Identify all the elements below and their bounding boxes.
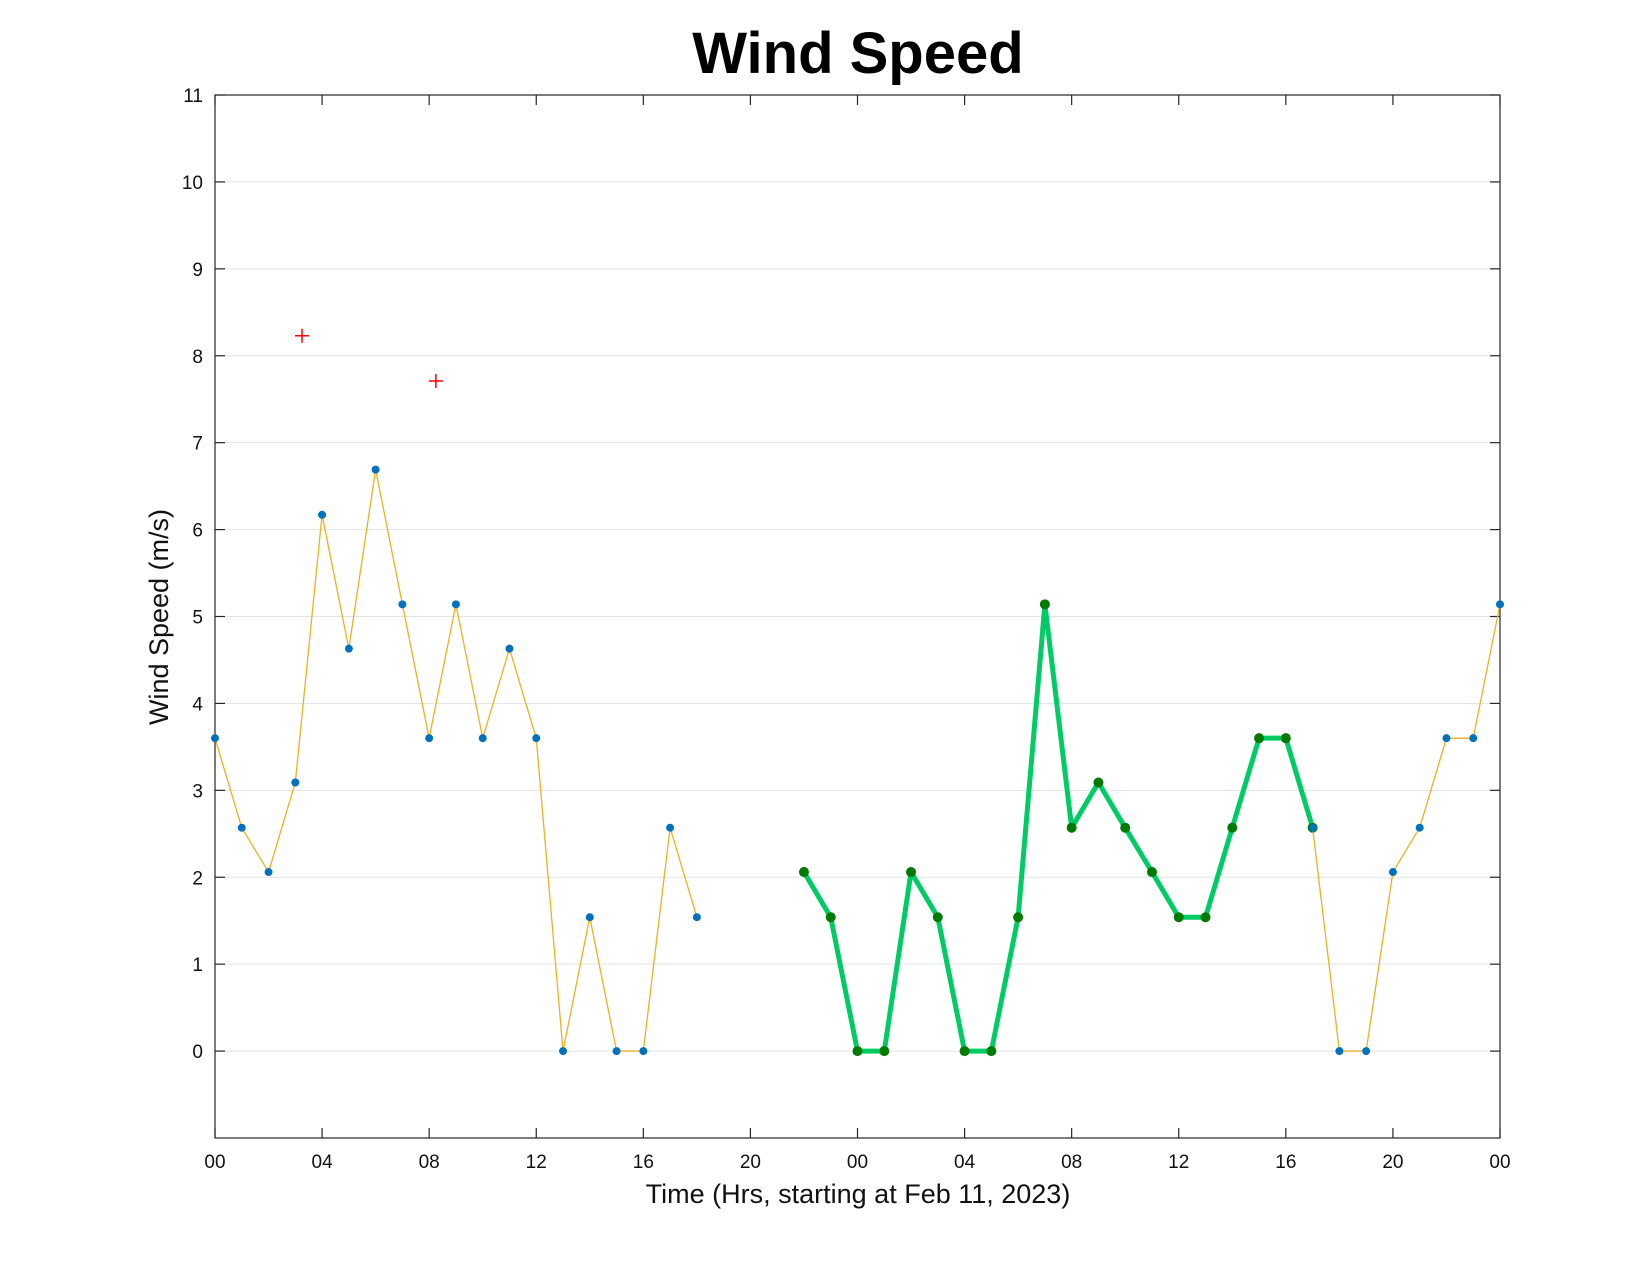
data-point (318, 510, 327, 519)
y-tick-label: 3 (192, 781, 203, 802)
data-point (959, 1046, 970, 1057)
data-point (344, 644, 353, 653)
x-axis-label: Time (Hrs, starting at Feb 11, 2023) (646, 1179, 1071, 1209)
data-point (559, 1047, 568, 1056)
data-point (932, 912, 943, 923)
y-axis-label: Wind Speed (m/s) (144, 509, 174, 725)
x-tick-label: 00 (204, 1152, 225, 1173)
y-tick-label: 0 (192, 1042, 203, 1063)
gridlines (215, 94, 1500, 1052)
data-point (1308, 823, 1317, 832)
data-point (639, 1047, 648, 1056)
data-point (1280, 733, 1291, 744)
chart-title: Wind Speed (692, 21, 1023, 86)
data-point (692, 913, 701, 922)
data-point (425, 734, 434, 743)
series-3 (295, 328, 443, 388)
data-point (1200, 912, 1211, 923)
data-point (1496, 600, 1504, 609)
data-point (825, 912, 836, 923)
data-point (237, 823, 246, 832)
y-tick-label: 4 (192, 694, 203, 715)
data-point (532, 734, 541, 743)
outlier-plus-marker (295, 328, 310, 343)
x-tick-label: 04 (954, 1152, 976, 1173)
series-line (801, 601, 1315, 1054)
data-point (1469, 734, 1478, 743)
data-point (585, 913, 594, 922)
x-tick-label: 12 (1168, 1152, 1189, 1173)
data-point (451, 600, 460, 609)
y-tick-label: 2 (192, 868, 203, 889)
data-point (478, 734, 487, 743)
y-tick-label: 9 (192, 260, 203, 281)
x-tick-label: 20 (1382, 1152, 1403, 1173)
x-tick-label: 04 (312, 1152, 334, 1173)
series-line (1311, 604, 1501, 1052)
data-point (291, 778, 300, 787)
data-point (1254, 733, 1265, 744)
y-tick-label: 10 (182, 173, 203, 194)
data-point (1415, 823, 1424, 832)
data-point (1120, 822, 1131, 833)
x-tick-label: 20 (740, 1152, 761, 1173)
series-0 (211, 465, 701, 1056)
data-point (1362, 1047, 1371, 1056)
data-point (211, 734, 219, 743)
y-tick-label: 6 (192, 521, 203, 542)
data-point (798, 867, 809, 878)
x-tick-label: 12 (526, 1152, 547, 1173)
data-point (852, 1046, 863, 1057)
y-tick-label: 11 (183, 86, 203, 107)
data-point (371, 465, 380, 474)
x-tick-label: 00 (847, 1152, 868, 1173)
data-series (211, 328, 1504, 1057)
y-tick-label: 7 (192, 434, 203, 455)
data-point (879, 1046, 890, 1057)
data-point (264, 868, 273, 877)
y-tick-label: 1 (192, 955, 203, 976)
x-tick-label: 00 (1489, 1152, 1510, 1173)
x-tick-label: 08 (419, 1152, 440, 1173)
x-tick-label: 16 (633, 1152, 654, 1173)
data-point (1442, 734, 1451, 743)
y-tick-label: 8 (192, 347, 203, 368)
data-point (1146, 867, 1157, 878)
data-point (1093, 777, 1104, 788)
x-tick-label: 08 (1061, 1152, 1082, 1173)
outlier-plus-marker (428, 373, 443, 388)
data-point (1388, 868, 1397, 877)
series-2 (1308, 600, 1504, 1056)
y-tick-label: 5 (192, 608, 203, 629)
series-1 (798, 599, 1318, 1057)
data-point (1039, 599, 1050, 610)
data-point (986, 1046, 997, 1057)
data-point (666, 823, 675, 832)
x-tick-label: 16 (1275, 1152, 1296, 1173)
data-point (505, 644, 514, 653)
data-point (1173, 912, 1184, 923)
data-point (612, 1047, 621, 1056)
data-point (398, 600, 407, 609)
data-point (1227, 822, 1238, 833)
data-point (1066, 822, 1077, 833)
data-point (906, 867, 917, 878)
data-point (1013, 912, 1024, 923)
data-point (1335, 1047, 1344, 1056)
